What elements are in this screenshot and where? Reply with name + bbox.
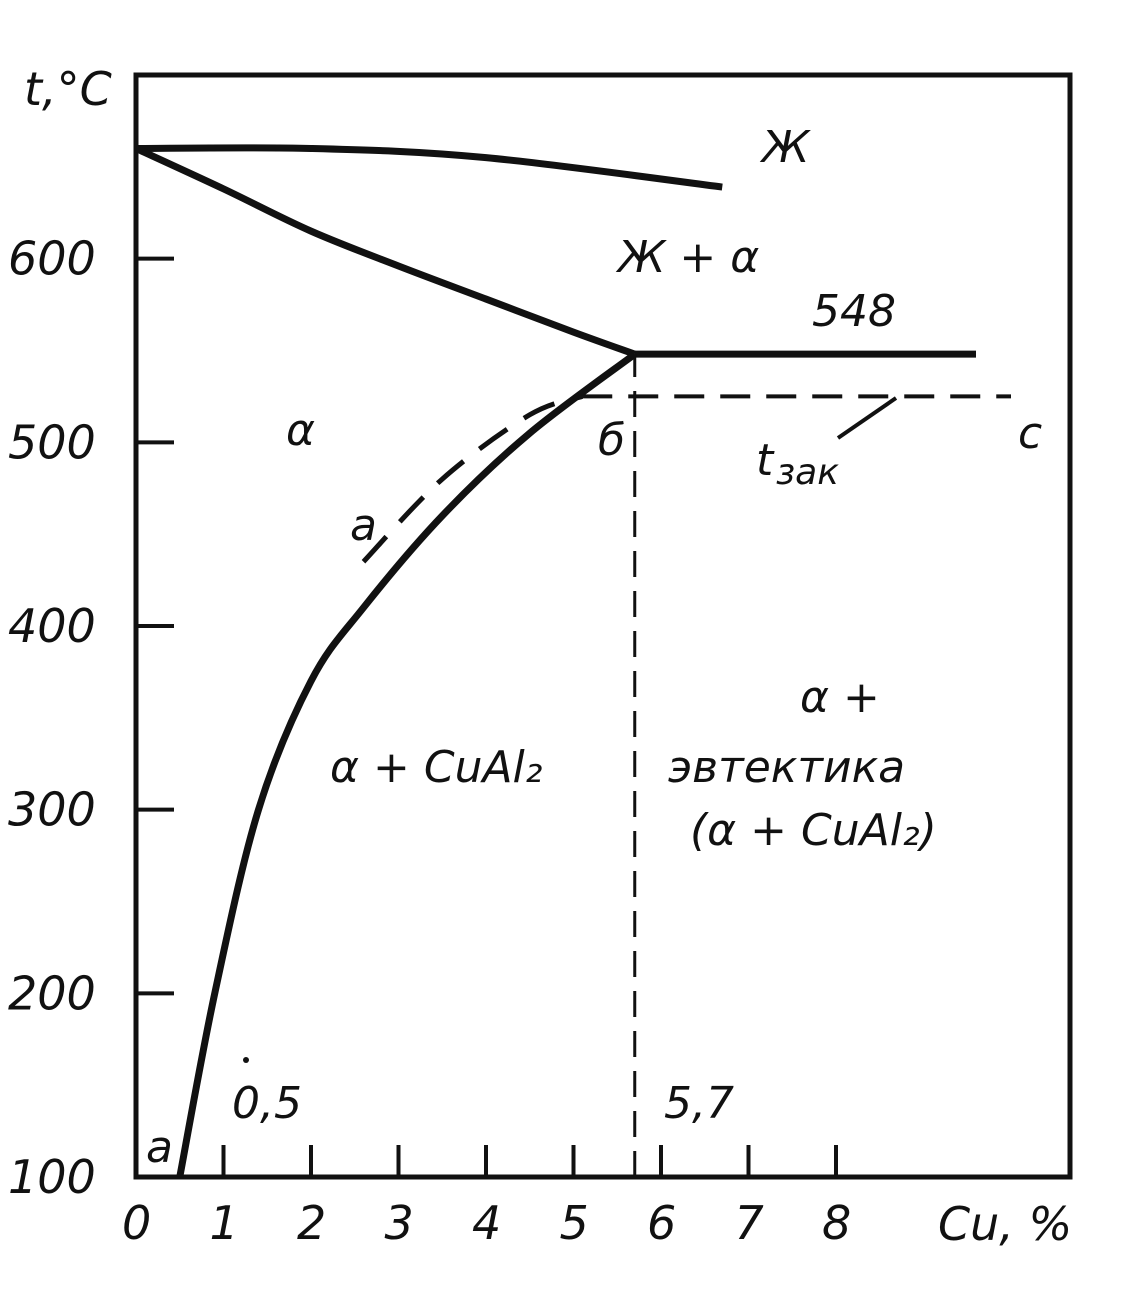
label-quench-subscript: зак [776, 452, 839, 493]
solubility-dot [243, 1057, 249, 1063]
y-axis-label: t,°C [24, 62, 112, 116]
y-tick-label: 300 [8, 783, 96, 837]
x-tick-label: 6 [647, 1196, 676, 1250]
x-tick-label: 0 [122, 1196, 151, 1250]
y-tick-label: 400 [8, 599, 96, 653]
x-tick-label: 1 [210, 1196, 239, 1250]
y-tick-label: 500 [8, 415, 96, 469]
label-liquid: Ж [759, 122, 811, 173]
y-tick-label: 100 [8, 1150, 96, 1204]
quench-solvus-dashed [361, 394, 584, 564]
label-alpha: α [286, 405, 315, 456]
label-eutectic-temp: 548 [812, 286, 896, 337]
x-tick-label: 4 [472, 1196, 501, 1250]
plot-border [133, 72, 1073, 1180]
label-alpha-eutectic-1: α + [800, 672, 880, 723]
label-point-a-lower: а [146, 1122, 173, 1173]
plot-frame [133, 72, 1073, 1180]
x-tick-label: 7 [735, 1196, 764, 1250]
label-quench-temp: t [756, 435, 775, 486]
label-alpha-cual2: α + CuAl₂ [330, 742, 542, 793]
liquidus-curve [135, 144, 723, 191]
label-point-c: с [1018, 408, 1042, 459]
label-alpha-eutectic-3: (α + CuAl₂) [690, 805, 937, 856]
label-solubility-max: 5,7 [664, 1078, 734, 1129]
x-tick-label: 3 [385, 1196, 414, 1250]
label-liquid-alpha: Ж + α [615, 232, 759, 283]
x-tick-label: 5 [560, 1196, 589, 1250]
label-alpha-eutectic-2: эвтектика [668, 742, 905, 793]
solidus-curve [134, 145, 636, 358]
x-axis-label: Cu, % [938, 1197, 1072, 1251]
x-tick-label: 2 [297, 1196, 326, 1250]
label-point-a-upper: а [350, 500, 377, 551]
quench-leader-line [836, 396, 898, 440]
y-tick-label: 200 [8, 966, 96, 1020]
label-solubility-low: 0,5 [232, 1078, 302, 1129]
y-tick-label: 600 [8, 232, 96, 286]
label-point-b: б [598, 415, 625, 466]
axis-ticks: 100 200 300 400 500 600 0 1 2 3 4 5 6 7 8 [8, 232, 851, 1250]
phase-curves [134, 144, 1011, 1178]
solvus-curve [176, 351, 637, 1178]
x-tick-label: 8 [822, 1196, 851, 1250]
